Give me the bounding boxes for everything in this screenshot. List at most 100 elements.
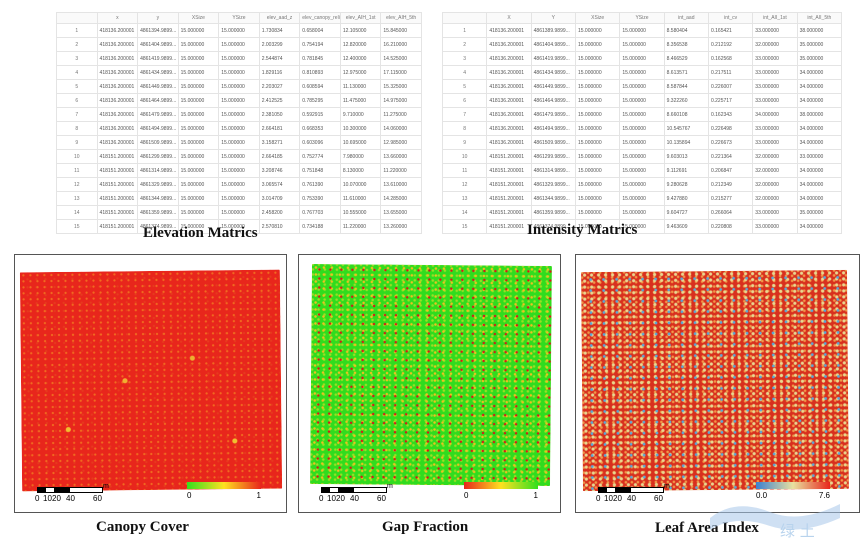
table-cell: 15.000000 bbox=[218, 121, 260, 136]
table-cell: 418151.200001 bbox=[96, 149, 139, 164]
table-cell: 0.767703 bbox=[299, 205, 341, 220]
elevation-matrics-table: xyXSizeYSizeelev_aad_zelev_canopy_relief… bbox=[56, 12, 422, 234]
table-cell: 38.000000 bbox=[796, 23, 843, 38]
scale-tick: 10 bbox=[327, 494, 336, 503]
table-cell: 2.544874 bbox=[258, 51, 301, 66]
table-cell: 4861509.9899... bbox=[530, 135, 576, 150]
table-cell: 13.260000 bbox=[380, 219, 422, 234]
legend-min-label: 0 bbox=[464, 491, 469, 500]
table-cell: 32.000000 bbox=[752, 37, 798, 52]
table-cell: 15.000000 bbox=[177, 163, 220, 178]
table-cell: 34.000000 bbox=[796, 219, 843, 234]
table-cell: 4861299.9899... bbox=[530, 149, 576, 164]
table-row: 6 418136.200001 4861464.9899... 15.000000 15… bbox=[441, 93, 843, 108]
table-row: 11 418151.200001 4861314.9899... 15.000000 1… bbox=[56, 163, 422, 178]
row-number: 6 bbox=[56, 93, 98, 108]
table-cell: 15.000000 bbox=[218, 149, 260, 164]
row-number: 6 bbox=[441, 93, 488, 108]
table-cell: 418136.200001 bbox=[96, 23, 139, 38]
legend-color-ramp bbox=[187, 482, 261, 489]
table-cell: 4861509.9899... bbox=[137, 135, 179, 150]
column-header: XSize bbox=[177, 12, 220, 24]
table-cell: 0.810893 bbox=[299, 65, 341, 80]
table-cell: 34.000000 bbox=[796, 191, 843, 206]
table-cell: 35.000000 bbox=[796, 51, 843, 66]
table-row: 4 418136.200001 4861434.9899... 15.000000 15… bbox=[56, 65, 422, 80]
table-row: 7 418136.200001 4861479.9899... 15.000000 15… bbox=[56, 107, 422, 122]
table-cell: 33.000000 bbox=[752, 23, 798, 38]
table-cell: 15.000000 bbox=[177, 79, 220, 94]
table-cell: 418136.200001 bbox=[486, 107, 532, 122]
scale-bar: m 0 10 20 40 60 bbox=[596, 483, 670, 503]
table-row: 2 418136.200001 4861404.9899... 15.000000 15… bbox=[56, 37, 422, 52]
row-number: 11 bbox=[441, 163, 488, 178]
table-cell: 15.000000 bbox=[619, 191, 665, 206]
table-row: 6 418136.200001 4861464.9899... 15.000000 15… bbox=[56, 93, 422, 108]
table-row: 9 418136.200001 4861509.9899... 15.000000 15… bbox=[56, 135, 422, 150]
column-header: int_AII_1st bbox=[752, 12, 798, 24]
table-cell: 8.613571 bbox=[663, 65, 709, 80]
table-cell: 418151.200001 bbox=[96, 191, 139, 206]
table-cell: 15.000000 bbox=[218, 107, 260, 122]
table-cell: 4861359.9899... bbox=[137, 205, 179, 220]
table-row: 3 418136.200001 4861419.9899... 15.000000 15… bbox=[56, 51, 422, 66]
table-cell: 15.000000 bbox=[574, 51, 621, 66]
table-row: 15 418151.200001 4861374.9899... 15.000000 1… bbox=[56, 219, 422, 234]
table-cell: 4861419.9899... bbox=[530, 51, 576, 66]
table-cell: 418136.200001 bbox=[486, 37, 532, 52]
column-header: int_cv bbox=[707, 12, 754, 24]
watermark-logo-icon: 绿 土 bbox=[710, 504, 840, 540]
table-header-row: xyXSizeYSizeelev_aad_zelev_canopy_relief… bbox=[56, 12, 422, 24]
table-cell: 33.000000 bbox=[796, 149, 843, 164]
row-number: 2 bbox=[56, 37, 98, 52]
table-cell: 15.000000 bbox=[574, 79, 621, 94]
table-row: 7 418136.200001 4861479.9899... 15.000000 15… bbox=[441, 107, 843, 122]
legend-min-label: 0 bbox=[187, 491, 192, 500]
table-cell: 12.975000 bbox=[339, 65, 382, 80]
table-cell: 418136.200001 bbox=[96, 37, 139, 52]
legend-min-label: 0.0 bbox=[756, 491, 768, 500]
table-cell: 34.000000 bbox=[796, 121, 843, 136]
table-cell: 15.000000 bbox=[177, 205, 220, 220]
scale-bar-graphic bbox=[598, 487, 664, 493]
table-cell: 15.325000 bbox=[380, 79, 422, 94]
table-cell: 3.208746 bbox=[258, 163, 301, 178]
table-row: 4 418136.200001 4861434.9899... 15.000000 15… bbox=[441, 65, 843, 80]
scale-tick: 40 bbox=[66, 494, 75, 503]
row-number: 13 bbox=[56, 191, 98, 206]
table-cell: 418136.200001 bbox=[486, 23, 532, 38]
table-cell: 0.212349 bbox=[707, 177, 754, 192]
table-cell: 12.400000 bbox=[339, 51, 382, 66]
table-cell: 34.000000 bbox=[796, 135, 843, 150]
table-cell: 0.753390 bbox=[299, 191, 341, 206]
table-row: 10 418151.200001 4861299.9899... 15.000000 1… bbox=[56, 149, 422, 164]
table-cell: 15.000000 bbox=[177, 65, 220, 80]
legend-color-ramp bbox=[756, 482, 830, 489]
table-cell: 9.112691 bbox=[663, 163, 709, 178]
scale-tick: 20 bbox=[52, 494, 61, 503]
table-cell: 0.212192 bbox=[707, 37, 754, 52]
row-number: 10 bbox=[441, 149, 488, 164]
table-cell: 33.000000 bbox=[752, 51, 798, 66]
table-cell: 0.603096 bbox=[299, 135, 341, 150]
scale-tick: 10 bbox=[604, 494, 613, 503]
leaf-area-index-caption: Leaf Area Index bbox=[655, 520, 759, 536]
table-row: 8 418136.200001 4861494.9899... 15.000000 15… bbox=[441, 121, 843, 136]
table-cell: 4861464.9899... bbox=[530, 93, 576, 108]
table-cell: 418136.200001 bbox=[486, 51, 532, 66]
table-row: 12 418151.200001 4861329.9899... 15.000000 1… bbox=[441, 177, 843, 192]
table-cell: 0.592915 bbox=[299, 107, 341, 122]
table-cell: 0.217511 bbox=[707, 65, 754, 80]
table-cell: 7.980000 bbox=[339, 149, 382, 164]
legend-max-label: 1 bbox=[256, 491, 261, 500]
gap-fraction-caption: Gap Fraction bbox=[382, 519, 469, 535]
scale-tick: 40 bbox=[627, 494, 636, 503]
scale-tick: 0 bbox=[319, 494, 324, 503]
table-cell: 8.580404 bbox=[663, 23, 709, 38]
row-number: 7 bbox=[56, 107, 98, 122]
scale-tick: 40 bbox=[350, 494, 359, 503]
table-cell: 12.105000 bbox=[339, 23, 382, 38]
row-number: 14 bbox=[441, 205, 488, 220]
table-cell: 4861329.9899... bbox=[137, 177, 179, 192]
table-cell: 15.000000 bbox=[619, 93, 665, 108]
